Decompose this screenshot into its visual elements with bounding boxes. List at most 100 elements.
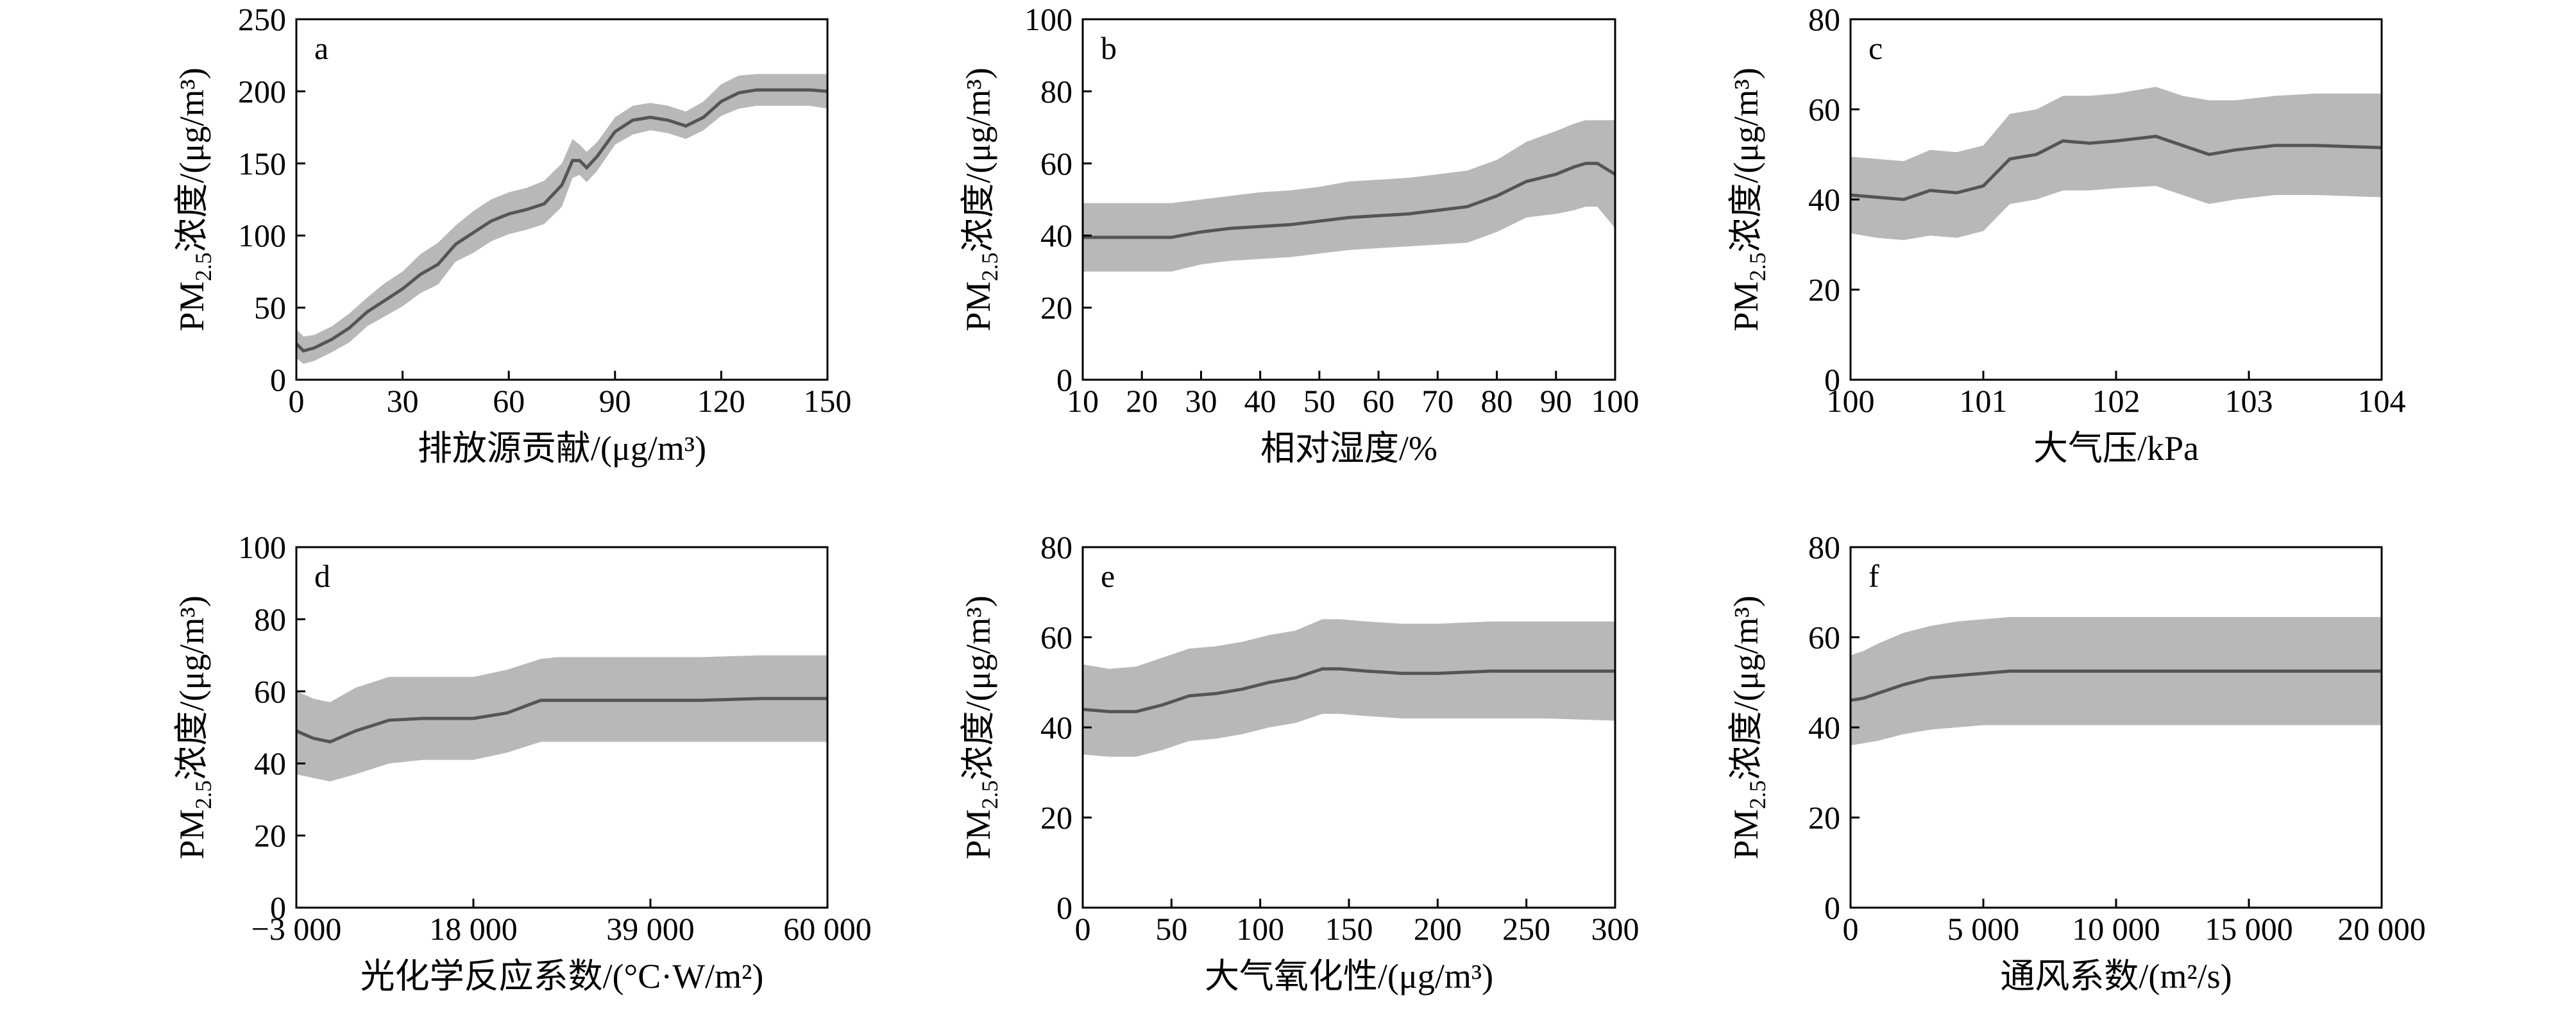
y-tick-label: 20 (1808, 800, 1840, 836)
confidence-band (1083, 120, 1615, 272)
y-tick-label: 40 (1040, 217, 1072, 253)
y-tick-label: 0 (1056, 890, 1072, 926)
panel-label: c (1868, 30, 1883, 66)
x-axis-title: 排放源贡献/(μg/m³) (418, 429, 706, 468)
x-tick-label: 18 000 (429, 911, 518, 947)
confidence-band (1083, 619, 1615, 757)
y-axis-title: PM2.5浓度/(μg/m³) (959, 595, 1003, 859)
y-tick-label: 60 (1040, 620, 1072, 656)
chart-panel-d: −3 000 18 000 39 000 60 000 0 20 40 60 80 100 d 光化学… (173, 529, 872, 996)
y-tick-label: 80 (1808, 529, 1840, 565)
mean-line (295, 88, 828, 353)
x-tick-label: 90 (1540, 383, 1572, 419)
x-tick-label: 30 (387, 383, 419, 419)
y-tick-label: 250 (238, 1, 286, 37)
x-tick-label: 15 000 (2205, 911, 2293, 947)
x-axis-title: 通风系数/(m²/s) (2000, 957, 2232, 996)
x-tick-label: 50 (1155, 911, 1187, 947)
mean-line (1850, 669, 2382, 702)
x-tick-label: 20 000 (2337, 911, 2426, 947)
x-tick-label: 0 (1075, 911, 1091, 947)
chart-panel-e: 0 50 100 150 200 250 300 0 20 40 60 80 e 大气氧化性/(μg/m³… (959, 529, 1640, 996)
y-tick-label: 0 (1056, 362, 1072, 398)
x-tick-label: 10 (1067, 383, 1099, 419)
y-axis-title: PM2.5浓度/(μg/m³) (959, 67, 1003, 331)
y-axis-title: PM2.5浓度/(μg/m³) (173, 595, 216, 859)
x-axis-title: 相对湿度/% (1260, 429, 1437, 468)
y-tick-label: 200 (238, 73, 286, 109)
y-tick-label: 0 (270, 890, 286, 926)
y-tick-label: 20 (254, 818, 286, 854)
y-tick-label: 0 (270, 362, 286, 398)
mean-line (1083, 162, 1616, 239)
y-tick-label: 80 (1040, 73, 1072, 109)
y-tick-label: 80 (254, 601, 286, 637)
x-tick-label: 70 (1421, 383, 1453, 419)
mean-line (1850, 135, 2382, 201)
x-tick-label: 103 (2225, 383, 2273, 419)
x-tick-label: 39 000 (606, 911, 695, 947)
panel-label: e (1101, 558, 1115, 594)
y-tick-label: 20 (1808, 272, 1840, 308)
panel-label: a (314, 30, 328, 66)
chart-panel-f: 0 5 000 10 000 15 000 20 000 0 20 40 60 80 f 通风系数/(… (1727, 529, 2426, 996)
x-tick-label: 5 000 (1947, 911, 2020, 947)
x-tick-label: 90 (599, 383, 631, 419)
x-tick-label: 200 (1414, 911, 1462, 947)
plot-frame (295, 18, 829, 381)
x-axis-title: 光化学反应系数/(°C·W/m²) (360, 957, 764, 996)
mean-line (1082, 667, 1615, 713)
x-tick-label: 300 (1591, 911, 1640, 947)
y-tick-label: 100 (238, 529, 286, 565)
x-tick-label: 80 (1481, 383, 1513, 419)
x-tick-label: 250 (1502, 911, 1550, 947)
chart-panel-a: 0 30 60 90 120 150 0 50 100 150 200 250 a 排放源贡献/(μg/m… (173, 1, 852, 468)
y-axis-title: PM2.5浓度/(μg/m³) (1727, 67, 1770, 331)
confidence-band (296, 655, 827, 782)
x-tick-label: 40 (1244, 383, 1276, 419)
x-tick-label: 10 000 (2072, 911, 2160, 947)
x-axis-title: 大气氧化性/(μg/m³) (1205, 957, 1493, 996)
x-tick-label: 101 (1960, 383, 2008, 419)
x-tick-label: 50 (1303, 383, 1335, 419)
mean-line (296, 697, 827, 744)
y-axis-title: PM2.5浓度/(μg/m³) (1727, 595, 1770, 859)
x-tick-label: 100 (1827, 383, 1875, 419)
x-tick-label: 20 (1126, 383, 1158, 419)
panel-label: d (314, 558, 330, 594)
chart-panel-c: 100 101 102 103 104 0 20 40 60 80 c 大气压/kPa PM2.5浓度/… (1727, 1, 2406, 468)
y-tick-label: 0 (1824, 890, 1840, 926)
y-tick-label: 40 (1808, 709, 1840, 745)
confidence-band (296, 74, 827, 364)
y-tick-label: 50 (254, 290, 286, 326)
panel-label: b (1101, 30, 1117, 66)
x-tick-label: 150 (1325, 911, 1373, 947)
x-tick-label: 104 (2358, 383, 2406, 419)
y-tick-label: 0 (1824, 362, 1840, 398)
y-tick-label: 60 (1808, 620, 1840, 656)
x-tick-label: 100 (1236, 911, 1284, 947)
x-tick-label: 0 (1843, 911, 1859, 947)
y-tick-label: 20 (1040, 290, 1072, 326)
y-tick-label: 60 (1040, 146, 1072, 182)
y-tick-label: 40 (1808, 182, 1840, 217)
x-tick-label: 102 (2092, 383, 2140, 419)
x-tick-label: −3 000 (251, 911, 342, 947)
x-axis-title: 大气压/kPa (2033, 429, 2199, 468)
x-tick-label: 100 (1591, 383, 1640, 419)
y-tick-label: 20 (1040, 800, 1072, 836)
confidence-band (1851, 616, 2382, 746)
x-tick-label: 30 (1185, 383, 1217, 419)
panel-label: f (1868, 558, 1879, 594)
x-tick-label: 150 (804, 383, 852, 419)
y-axis-title: PM2.5浓度/(μg/m³) (173, 67, 216, 331)
plot-frame (295, 546, 829, 909)
y-tick-label: 60 (1808, 92, 1840, 128)
x-tick-label: 60 000 (783, 911, 872, 947)
x-tick-label: 60 (493, 383, 525, 419)
y-tick-label: 100 (238, 217, 286, 253)
confidence-band (1851, 87, 2382, 241)
y-tick-label: 80 (1808, 1, 1840, 37)
x-tick-label: 60 (1362, 383, 1394, 419)
